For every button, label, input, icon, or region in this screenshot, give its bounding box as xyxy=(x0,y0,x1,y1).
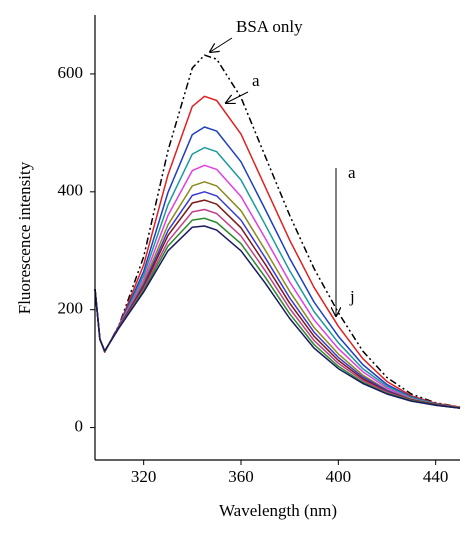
annotation: j xyxy=(349,287,355,306)
x-tick-label: 360 xyxy=(228,467,254,486)
annotation: a xyxy=(252,71,260,90)
y-tick-label: 600 xyxy=(58,63,84,82)
series-line xyxy=(94,208,461,409)
x-tick-label: 400 xyxy=(326,467,352,486)
y-axis-label: Fluorescence intensity xyxy=(15,161,34,314)
plot-area xyxy=(94,54,461,409)
x-axis-label: Wavelength (nm) xyxy=(219,501,337,520)
series-line xyxy=(94,225,461,409)
series-line xyxy=(94,164,461,409)
y-tick-label: 0 xyxy=(75,416,84,435)
annotation-arrow xyxy=(226,91,249,103)
y-tick-label: 400 xyxy=(58,181,84,200)
annotation-arrow xyxy=(210,37,233,52)
x-tick-label: 320 xyxy=(131,467,157,486)
y-tick-label: 200 xyxy=(58,299,84,318)
annotation: BSA only xyxy=(236,17,303,36)
annotation: a xyxy=(348,163,356,182)
x-tick-label: 440 xyxy=(423,467,449,486)
series-line xyxy=(94,54,461,408)
series-line xyxy=(94,199,461,409)
